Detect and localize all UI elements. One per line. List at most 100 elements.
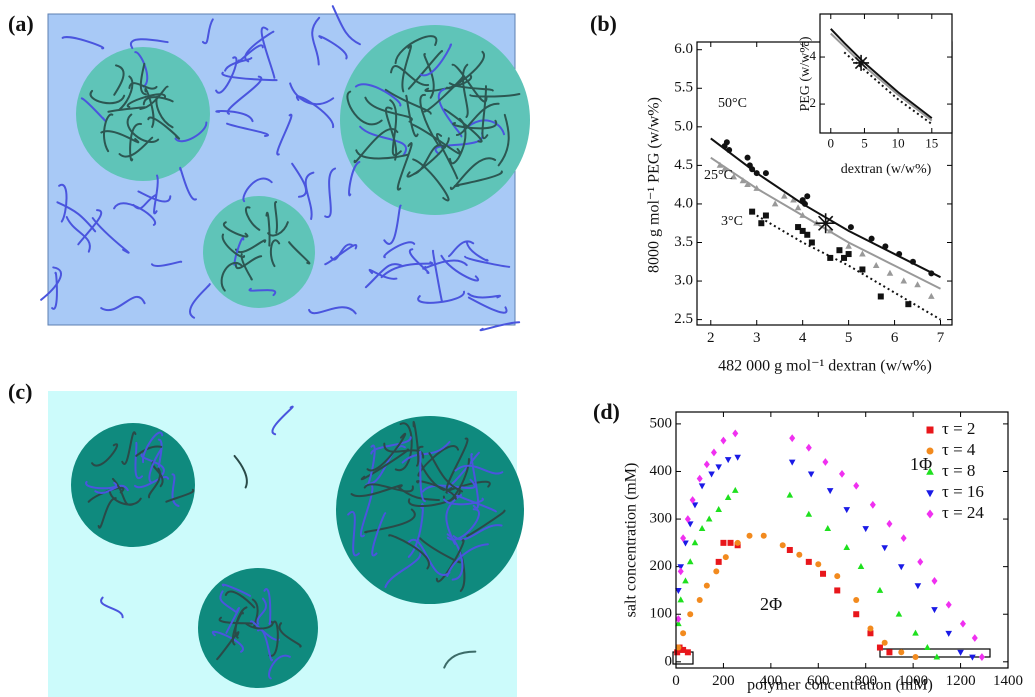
plot-frame (819, 13, 953, 134)
point (680, 534, 687, 542)
polymer (401, 440, 451, 464)
y-tick-label: 300 (650, 511, 673, 527)
polymer (418, 537, 461, 564)
polymer (346, 90, 383, 126)
polymer (271, 405, 294, 436)
point (698, 524, 706, 531)
point (804, 231, 811, 238)
point (876, 586, 884, 593)
point (734, 539, 741, 546)
x-tick-label: 6 (891, 330, 899, 346)
polymer (383, 241, 416, 259)
polymer (233, 236, 245, 266)
polymer (222, 221, 249, 238)
polymer (418, 450, 426, 503)
polymer (383, 442, 425, 459)
polymer (103, 113, 114, 153)
point (926, 490, 934, 498)
point (794, 204, 802, 211)
polymer (423, 76, 464, 113)
polymer (466, 509, 506, 538)
point (705, 515, 713, 522)
point (815, 213, 836, 234)
point (721, 165, 728, 172)
polymer (268, 654, 291, 680)
point (876, 644, 883, 651)
point (826, 488, 834, 495)
point (675, 588, 682, 595)
point (843, 507, 851, 514)
point (897, 564, 905, 571)
point (744, 181, 751, 188)
polymer (353, 128, 399, 164)
point (845, 242, 852, 249)
point (827, 254, 834, 261)
polymer (251, 598, 259, 629)
panel-label: (d) (593, 399, 620, 424)
x-tick-label: 10 (892, 136, 905, 151)
polymer (407, 50, 443, 90)
point (708, 471, 715, 478)
fit-line (756, 214, 942, 321)
polymer (139, 62, 147, 96)
polymer (288, 241, 311, 265)
point (914, 281, 921, 288)
polymer (51, 272, 58, 310)
point (795, 224, 802, 231)
polymer (408, 248, 430, 274)
polymer (236, 44, 264, 64)
x-tick-label: 600 (807, 673, 830, 689)
annotation: 1Φ (910, 454, 932, 474)
polymer (226, 122, 269, 137)
x-tick-label: 0 (672, 673, 680, 689)
polymer (215, 110, 254, 123)
polymer (268, 620, 279, 657)
point (691, 539, 699, 546)
point (723, 139, 730, 146)
polymer (408, 487, 461, 507)
polymer (469, 93, 521, 98)
polymer (455, 102, 500, 137)
polymer (368, 268, 398, 280)
polymer (171, 473, 180, 508)
point (677, 596, 685, 603)
y-tick-label: 3.5 (674, 234, 693, 250)
y-tick-label: 2.5 (674, 311, 693, 327)
polymer (448, 240, 475, 258)
polymer (348, 160, 361, 197)
point (867, 630, 874, 637)
polymer (220, 262, 243, 292)
inset-background (820, 14, 952, 133)
y-tick-label: 0 (665, 653, 673, 669)
polymer (324, 244, 358, 266)
polymer (248, 287, 277, 297)
point (804, 193, 811, 200)
polymer (77, 209, 103, 246)
point (912, 654, 919, 661)
x-axis-label: dextran (w/w%) (841, 162, 932, 177)
point (834, 573, 841, 580)
point (969, 654, 976, 661)
x-tick-label: 200 (712, 673, 735, 689)
point (886, 519, 893, 528)
polymer (94, 484, 129, 494)
polymer (401, 44, 412, 93)
polymer (308, 306, 357, 315)
polymer (61, 36, 105, 50)
polymer (417, 290, 466, 304)
point (696, 596, 703, 603)
polymer (412, 158, 450, 202)
point (905, 301, 912, 308)
polymer (289, 82, 335, 105)
polymer (91, 217, 130, 254)
y-tick-label: 5.0 (674, 118, 693, 134)
x-tick-label: 5 (861, 136, 868, 151)
polymer (260, 26, 276, 79)
polymer (135, 445, 163, 457)
polymer (189, 283, 211, 319)
point (805, 558, 812, 565)
point (730, 173, 738, 180)
polymer (453, 170, 503, 188)
point (945, 600, 952, 609)
y-tick-label: 2 (810, 95, 817, 110)
